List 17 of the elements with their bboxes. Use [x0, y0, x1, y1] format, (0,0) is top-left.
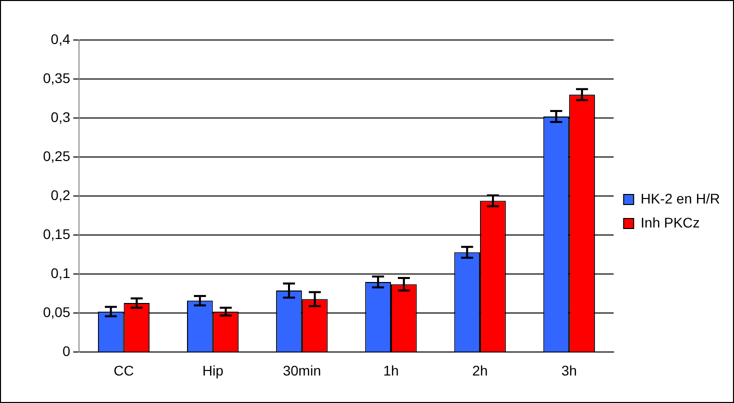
x-tick-label: 3h	[561, 362, 577, 378]
y-tick-label: 0,25	[43, 148, 70, 164]
y-tick-label: 0,1	[50, 265, 70, 282]
legend-label: Inh PKCz	[640, 214, 700, 230]
y-tick-label: 0	[62, 343, 70, 360]
legend-label: HK-2 en H/R	[640, 190, 720, 206]
x-tick-label: 2h	[472, 362, 488, 378]
x-tick-label: Hip	[202, 362, 224, 378]
y-tick-label: 0,05	[43, 304, 70, 320]
y-tick-label: 0,2	[50, 186, 70, 203]
x-tick-label: 30min	[282, 362, 321, 378]
y-tick-label: 0,35	[43, 70, 70, 86]
y-tick-label: 0,4	[50, 30, 70, 47]
y-tick-label: 0,3	[50, 108, 70, 125]
x-tick-label: CC	[114, 362, 134, 378]
y-tick-label: 0,15	[43, 226, 70, 242]
x-tick-label: 1h	[383, 362, 399, 378]
